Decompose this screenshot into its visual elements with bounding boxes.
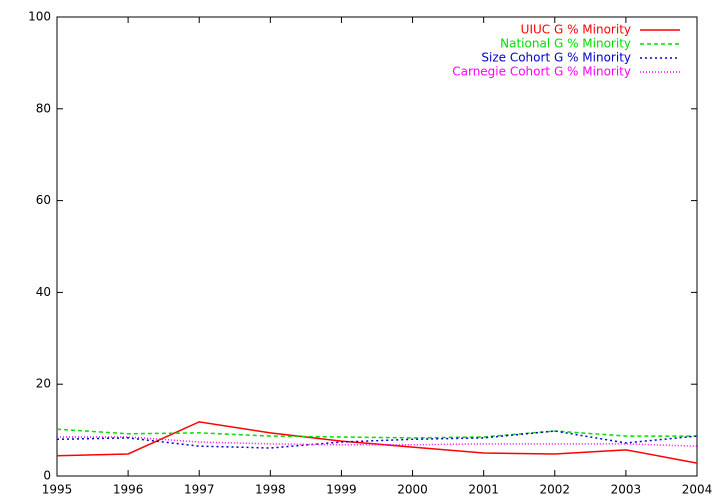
y-tick-label: 0 [43, 469, 51, 483]
y-tick-label: 60 [36, 193, 51, 207]
legend-label: Size Cohort G % Minority [481, 51, 631, 65]
x-tick-label: 2003 [611, 483, 642, 497]
legend-label: National G % Minority [500, 37, 631, 51]
legend-label: Carnegie Cohort G % Minority [452, 65, 631, 79]
x-tick-label: 1999 [326, 483, 357, 497]
y-tick-label: 80 [36, 101, 51, 115]
y-tick-label: 40 [36, 285, 51, 299]
x-tick-label: 2004 [682, 483, 713, 497]
x-tick-label: 1998 [255, 483, 286, 497]
series-line [56, 428, 697, 439]
x-tick-label: 2000 [397, 483, 428, 497]
x-tick-label: 1997 [184, 483, 215, 497]
plot-border [56, 16, 698, 477]
series-line [56, 430, 698, 449]
series-line [56, 421, 698, 464]
legend-label: UIUC G % Minority [521, 23, 631, 37]
x-tick-label: 1995 [42, 483, 73, 497]
y-tick-label: 100 [28, 10, 51, 24]
y-tick-label: 20 [36, 377, 51, 391]
x-tick-label: 2002 [540, 483, 571, 497]
x-tick-label: 2001 [468, 483, 499, 497]
x-tick-label: 1996 [113, 483, 144, 497]
